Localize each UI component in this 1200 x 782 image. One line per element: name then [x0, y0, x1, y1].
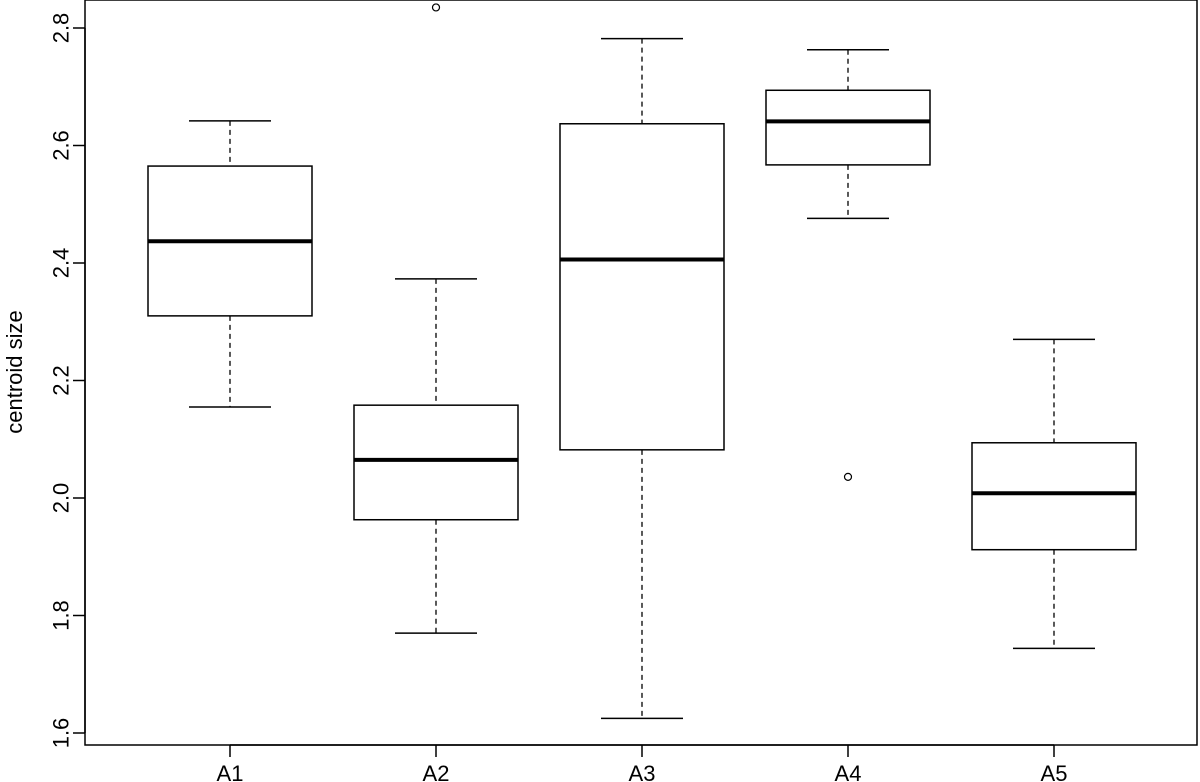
- y-tick-label: 1.8: [49, 600, 74, 631]
- y-tick-label: 2.2: [49, 365, 74, 396]
- x-tick-label: A5: [1041, 761, 1068, 782]
- box-a2: [353, 3, 519, 634]
- x-tick-label: A4: [835, 761, 862, 782]
- outlier-point: [431, 3, 441, 12]
- box-a4: [765, 48, 931, 481]
- iqr-box: [559, 123, 725, 451]
- x-tick-label: A3: [629, 761, 656, 782]
- iqr-box: [971, 442, 1137, 551]
- iqr-box: [765, 89, 931, 166]
- x-axis: A1 A2 A3 A4 A5: [217, 744, 1068, 782]
- y-tick-label: 2.0: [49, 483, 74, 514]
- box-a3: [559, 37, 725, 720]
- outlier-point: [843, 472, 853, 481]
- x-tick-label: A2: [423, 761, 450, 782]
- box-a1: [147, 120, 313, 408]
- y-tick-label: 2.6: [49, 130, 74, 161]
- y-axis: 1.6 1.8 2.0 2.2 2.4 2.6 2.8: [49, 13, 86, 749]
- x-tick-label: A1: [217, 761, 244, 782]
- y-tick-label: 1.6: [49, 718, 74, 749]
- boxes-group: [147, 3, 1137, 720]
- iqr-box: [353, 404, 519, 521]
- y-tick-label: 2.8: [49, 13, 74, 44]
- y-tick-label: 2.4: [49, 248, 74, 279]
- y-axis-title: centroid size: [2, 310, 27, 434]
- box-a5: [971, 338, 1137, 650]
